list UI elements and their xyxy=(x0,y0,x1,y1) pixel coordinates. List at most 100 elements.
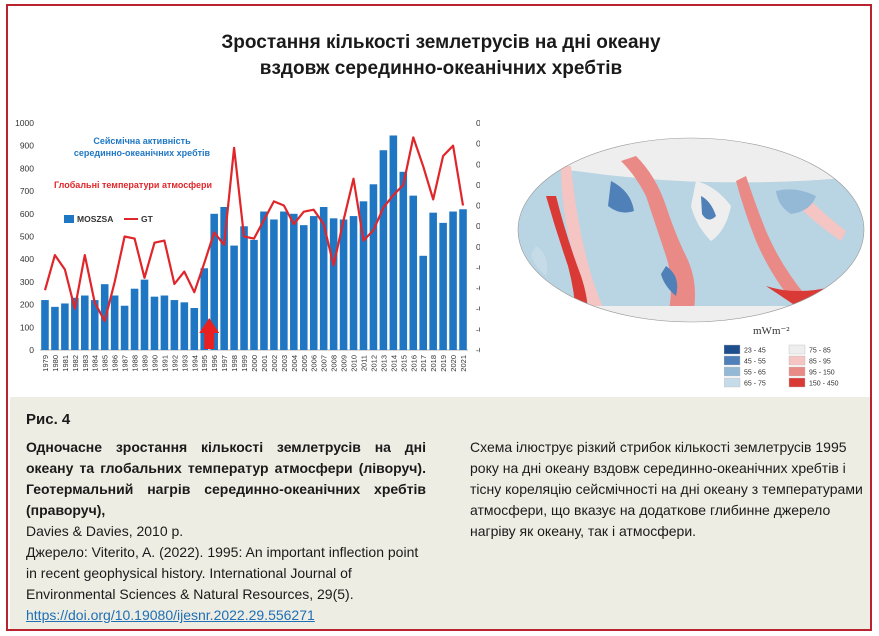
x-tick-2006: 2006 xyxy=(310,355,319,372)
x-tick-2010: 2010 xyxy=(350,355,359,372)
bar-1999 xyxy=(240,226,248,350)
x-tick-1985: 1985 xyxy=(101,355,110,372)
x-tick-1996: 1996 xyxy=(210,355,219,372)
x-tick-2000: 2000 xyxy=(250,355,259,372)
left-axis-tick: 400 xyxy=(20,254,34,264)
map-legend-label: 85 - 95 xyxy=(809,359,831,366)
x-tick-1993: 1993 xyxy=(180,355,189,372)
x-tick-2007: 2007 xyxy=(320,355,329,372)
right-axis-tick: -0.1 xyxy=(476,262,480,272)
bar-2007 xyxy=(319,206,328,350)
right-axis-tick: 0.2 xyxy=(476,201,480,211)
x-tick-1989: 1989 xyxy=(141,355,150,372)
left-axis-tick: 0 xyxy=(29,345,34,355)
left-axis-tick: 1000 xyxy=(15,118,34,128)
map-legend-swatch xyxy=(788,366,806,377)
x-tick-2009: 2009 xyxy=(340,355,349,372)
right-axis-tick: 0.4 xyxy=(476,159,480,169)
map-legend-label: 45 - 55 xyxy=(744,359,766,366)
seismic-annotation-line-2: серединно-океанічних хребтів xyxy=(74,148,211,158)
map-legend-swatch xyxy=(724,366,741,377)
year-1995-arrow xyxy=(199,318,220,349)
bar-2021 xyxy=(459,209,467,350)
x-tick-1980: 1980 xyxy=(51,355,60,372)
bar-2013 xyxy=(379,150,388,350)
bar-2002 xyxy=(270,219,278,350)
x-tick-1990: 1990 xyxy=(150,355,159,372)
right-axis-tick: -0.5 xyxy=(476,345,480,355)
figure-title: Зростання кількості землетрусів на дні о… xyxy=(8,30,874,82)
bar-2009 xyxy=(339,219,348,350)
caption-source: Джерело: Viterito, A. (2022). 1995: An i… xyxy=(26,544,419,602)
legend-moszsa-swatch xyxy=(64,215,74,223)
map-legend-swatch xyxy=(788,377,806,388)
bar-2003 xyxy=(280,211,288,350)
bar-2004 xyxy=(290,213,298,350)
x-tick-1986: 1986 xyxy=(111,355,120,372)
seismic-annotation-line-1: Сейсмічна активність xyxy=(93,136,191,146)
bar-1993 xyxy=(180,302,189,350)
caption-left: Одночасне зростання кількості землетрусі… xyxy=(26,437,426,626)
x-tick-2021: 2021 xyxy=(459,355,468,372)
map-unit-label: mWm⁻² xyxy=(753,325,790,337)
bar-2014 xyxy=(389,135,398,350)
x-tick-2013: 2013 xyxy=(379,355,388,372)
x-tick-2020: 2020 xyxy=(449,355,458,372)
right-axis-tick: 0 xyxy=(476,242,480,252)
x-tick-1981: 1981 xyxy=(61,355,70,372)
left-axis-tick: 200 xyxy=(20,300,34,310)
left-axis-tick: 300 xyxy=(20,277,34,287)
x-tick-2016: 2016 xyxy=(409,355,418,372)
bar-1996 xyxy=(210,213,218,350)
bar-2019 xyxy=(439,222,447,350)
x-tick-2015: 2015 xyxy=(399,355,408,372)
right-axis-tick: 0.6 xyxy=(476,118,480,128)
caption-author: Davies & Davies, 2010 р. xyxy=(26,523,184,539)
bar-2015 xyxy=(399,171,408,350)
caption-bold-text: Одночасне зростання кількості землетрусі… xyxy=(26,439,426,518)
x-tick-1988: 1988 xyxy=(131,355,140,372)
x-tick-2004: 2004 xyxy=(290,355,299,372)
bar-1980 xyxy=(51,306,59,350)
bar-2005 xyxy=(299,225,308,350)
x-tick-2012: 2012 xyxy=(369,355,378,372)
x-tick-2011: 2011 xyxy=(359,355,368,371)
bar-2020 xyxy=(449,211,457,350)
bar-2001 xyxy=(260,211,268,350)
bar-1998 xyxy=(230,245,238,350)
map-legend-label: 23 - 45 xyxy=(744,348,766,355)
bar-1992 xyxy=(170,300,179,350)
x-tick-1983: 1983 xyxy=(81,355,90,372)
figure-frame: Зростання кількості землетрусів на дні о… xyxy=(6,4,872,631)
map-legend-swatch xyxy=(724,355,741,366)
x-tick-2005: 2005 xyxy=(300,355,309,372)
left-axis-tick: 900 xyxy=(20,141,34,151)
map-legend-swatch xyxy=(788,344,806,355)
bar-1981 xyxy=(61,303,69,350)
caption-right: Схема ілюструє різкий стрибок кількості … xyxy=(470,439,863,539)
bar-2008 xyxy=(329,218,338,350)
bar-2010 xyxy=(349,216,358,350)
gt-series-line xyxy=(43,136,465,323)
bar-2016 xyxy=(409,195,418,350)
right-axis-tick: 0.3 xyxy=(476,180,480,190)
x-tick-2001: 2001 xyxy=(260,355,269,372)
x-tick-1984: 1984 xyxy=(91,355,100,372)
left-axis-tick: 700 xyxy=(20,186,34,196)
caption-doi-link[interactable]: https://doi.org/10.19080/ijesnr.2022.29.… xyxy=(26,607,315,623)
right-axis-tick: -0.3 xyxy=(476,304,480,314)
x-tick-2019: 2019 xyxy=(439,355,448,372)
bar-1987 xyxy=(120,305,129,350)
bar-1989 xyxy=(140,279,149,350)
right-axis-tick: 0.5 xyxy=(476,139,480,149)
x-tick-1982: 1982 xyxy=(71,355,80,372)
bar-1983 xyxy=(81,295,89,350)
x-tick-1998: 1998 xyxy=(230,355,239,372)
bar-1979 xyxy=(41,300,49,350)
x-tick-2008: 2008 xyxy=(330,355,339,372)
map-legend: 23 - 45 45 - 55 55 - 65 65 - 75 75 - 85 85 - … xyxy=(724,344,839,388)
bar-1991 xyxy=(160,295,169,350)
figure-label: Рис. 4 xyxy=(26,411,71,428)
x-tick-2014: 2014 xyxy=(389,355,398,372)
bar-2012 xyxy=(369,184,378,350)
